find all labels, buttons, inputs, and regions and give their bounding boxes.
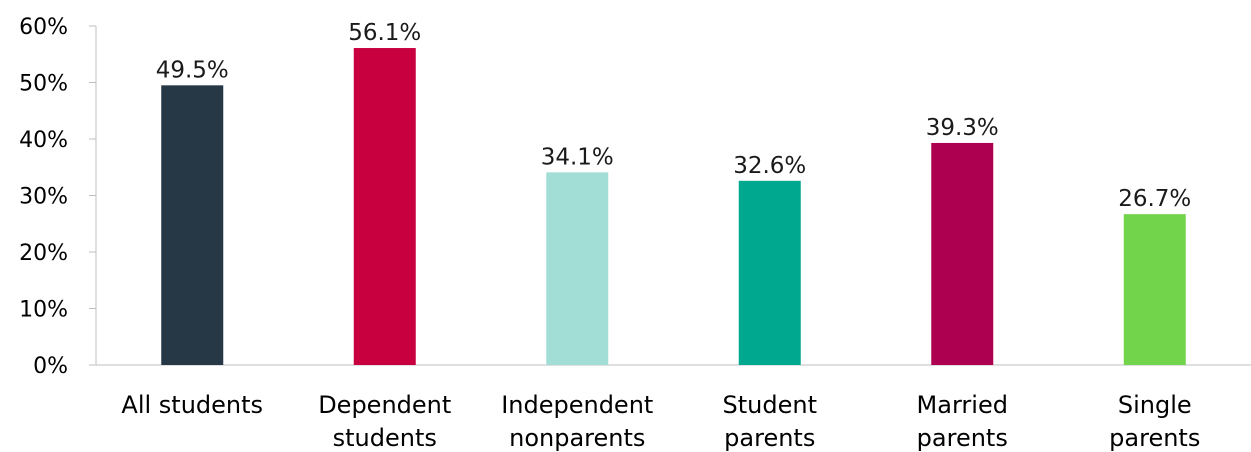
category-label: Independent <box>501 391 653 419</box>
bar <box>546 172 609 365</box>
bar <box>931 142 994 365</box>
category-label: parents <box>917 424 1008 452</box>
bar <box>738 180 801 365</box>
category-label: nonparents <box>509 424 645 452</box>
category-label: Married <box>917 391 1008 419</box>
bar <box>353 48 416 365</box>
y-tick-label: 20% <box>19 241 68 266</box>
y-axis: 0% 10% 20% 30% 40% 50% 60% <box>19 15 97 379</box>
y-tick-label: 30% <box>19 185 68 210</box>
category-label: Single <box>1118 391 1192 419</box>
bar-value-label: 56.1% <box>348 20 421 46</box>
data-labels: 49.5% 56.1% 34.1% 32.6% 39.3% 26.7% <box>156 20 1192 212</box>
category-label: parents <box>1109 424 1200 452</box>
category-label: Student <box>723 391 817 419</box>
y-tick-label: 60% <box>19 15 68 40</box>
bar-value-label: 39.3% <box>926 115 999 141</box>
bar-value-label: 34.1% <box>541 144 614 170</box>
bar-value-label: 32.6% <box>733 153 806 179</box>
category-label: students <box>333 424 437 452</box>
bar <box>1123 214 1186 365</box>
category-label: parents <box>724 424 815 452</box>
y-tick-label: 50% <box>19 72 68 97</box>
bar <box>161 85 224 365</box>
y-tick-label: 40% <box>19 128 68 153</box>
category-labels: All students Dependent students Independent… <box>121 391 1200 452</box>
bar-value-label: 49.5% <box>156 57 229 83</box>
bar-value-label: 26.7% <box>1118 186 1191 212</box>
bars <box>161 48 1186 365</box>
category-label: All students <box>121 391 263 419</box>
y-tick-label: 10% <box>19 298 68 323</box>
category-label: Dependent <box>318 391 451 419</box>
y-tick-label: 0% <box>33 354 68 379</box>
